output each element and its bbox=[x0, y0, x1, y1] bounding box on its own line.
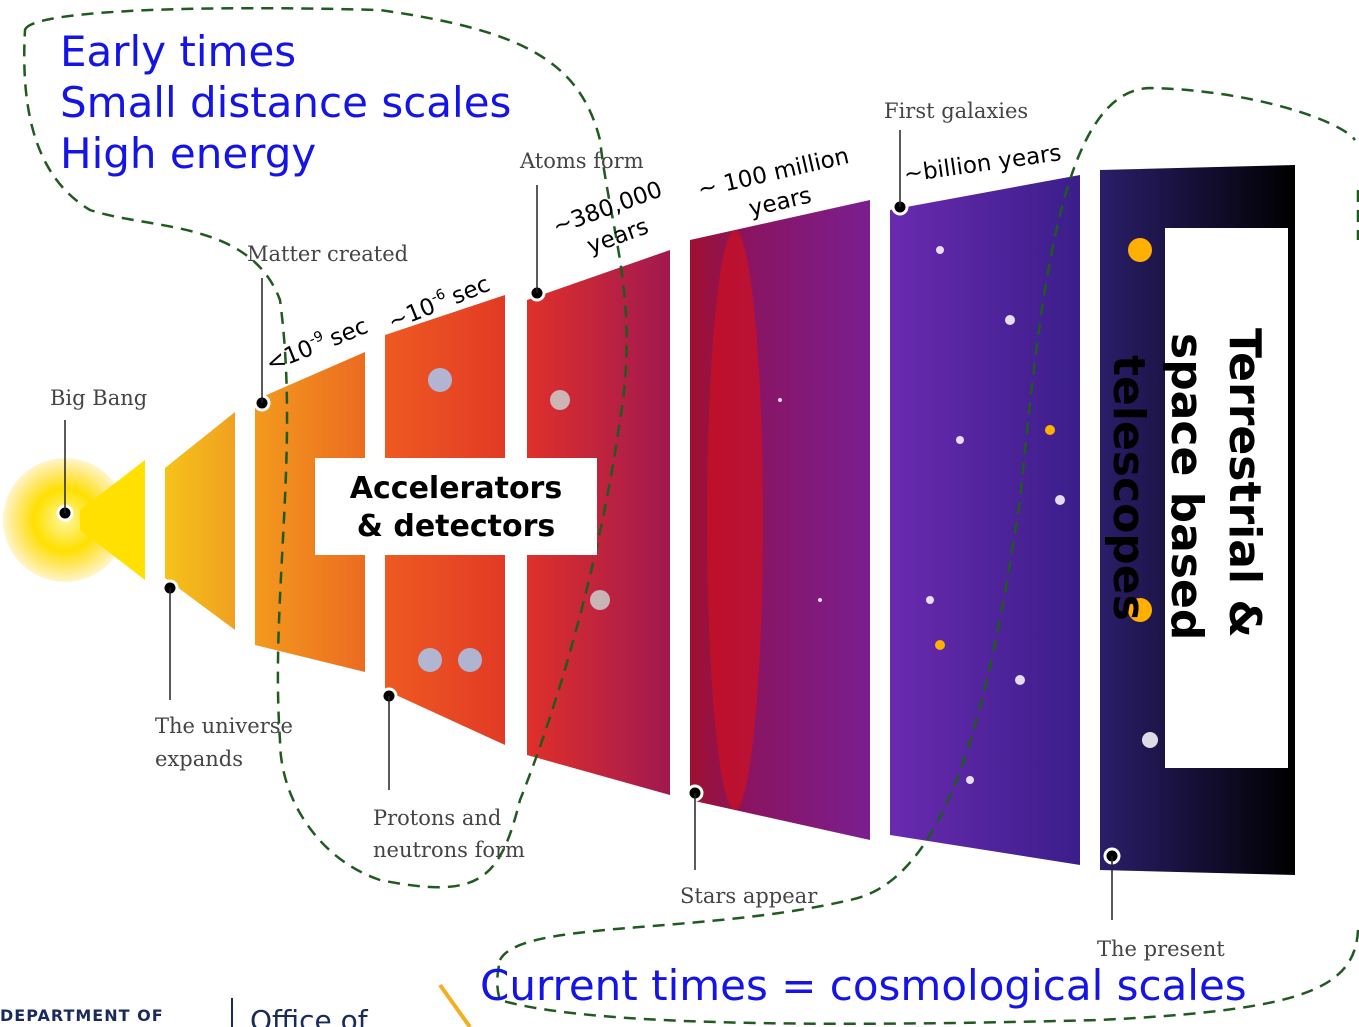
intro-line: Early times bbox=[60, 27, 296, 76]
stage-label: expands bbox=[155, 747, 243, 771]
stage-label: Atoms form bbox=[519, 149, 644, 173]
stage-label: The present bbox=[1097, 937, 1225, 961]
stage-label: Stars appear bbox=[680, 884, 818, 908]
telescopes-box bbox=[1165, 228, 1288, 768]
accelerators-box bbox=[315, 458, 597, 555]
time-label: ~billion years bbox=[902, 140, 1063, 188]
telescopes-text: space based bbox=[1161, 333, 1212, 640]
stage-label: Big Bang bbox=[50, 386, 147, 410]
intro-line: Small distance scales bbox=[60, 78, 511, 127]
telescopes-text: Terrestrial & bbox=[1219, 328, 1270, 638]
stage-label: Protons and bbox=[373, 806, 501, 830]
intro-line: High energy bbox=[60, 129, 316, 178]
timeline-graphic bbox=[3, 130, 1295, 920]
current-region bbox=[496, 86, 1359, 1026]
stage-label: Matter created bbox=[247, 242, 408, 266]
time-exp: -9 bbox=[307, 328, 326, 348]
footer: DEPARTMENT OF Office of bbox=[0, 983, 472, 1027]
stage-label: First galaxies bbox=[884, 99, 1028, 123]
accelerators-text: & detectors bbox=[357, 509, 556, 544]
footer-office: Office of bbox=[250, 1004, 369, 1027]
intro-text: Early times Small distance scales High e… bbox=[60, 27, 511, 178]
time-exp: -6 bbox=[429, 286, 448, 306]
accelerators-text: Accelerators bbox=[350, 471, 562, 506]
telescopes-text: telescopes bbox=[1103, 355, 1154, 621]
footer-dept: DEPARTMENT OF bbox=[0, 1006, 164, 1025]
stage-label: The universe bbox=[155, 714, 293, 738]
time-unit: sec bbox=[326, 313, 372, 352]
stage-label: neutrons form bbox=[373, 838, 525, 862]
current-text: Current times = cosmological scales bbox=[480, 961, 1247, 1010]
